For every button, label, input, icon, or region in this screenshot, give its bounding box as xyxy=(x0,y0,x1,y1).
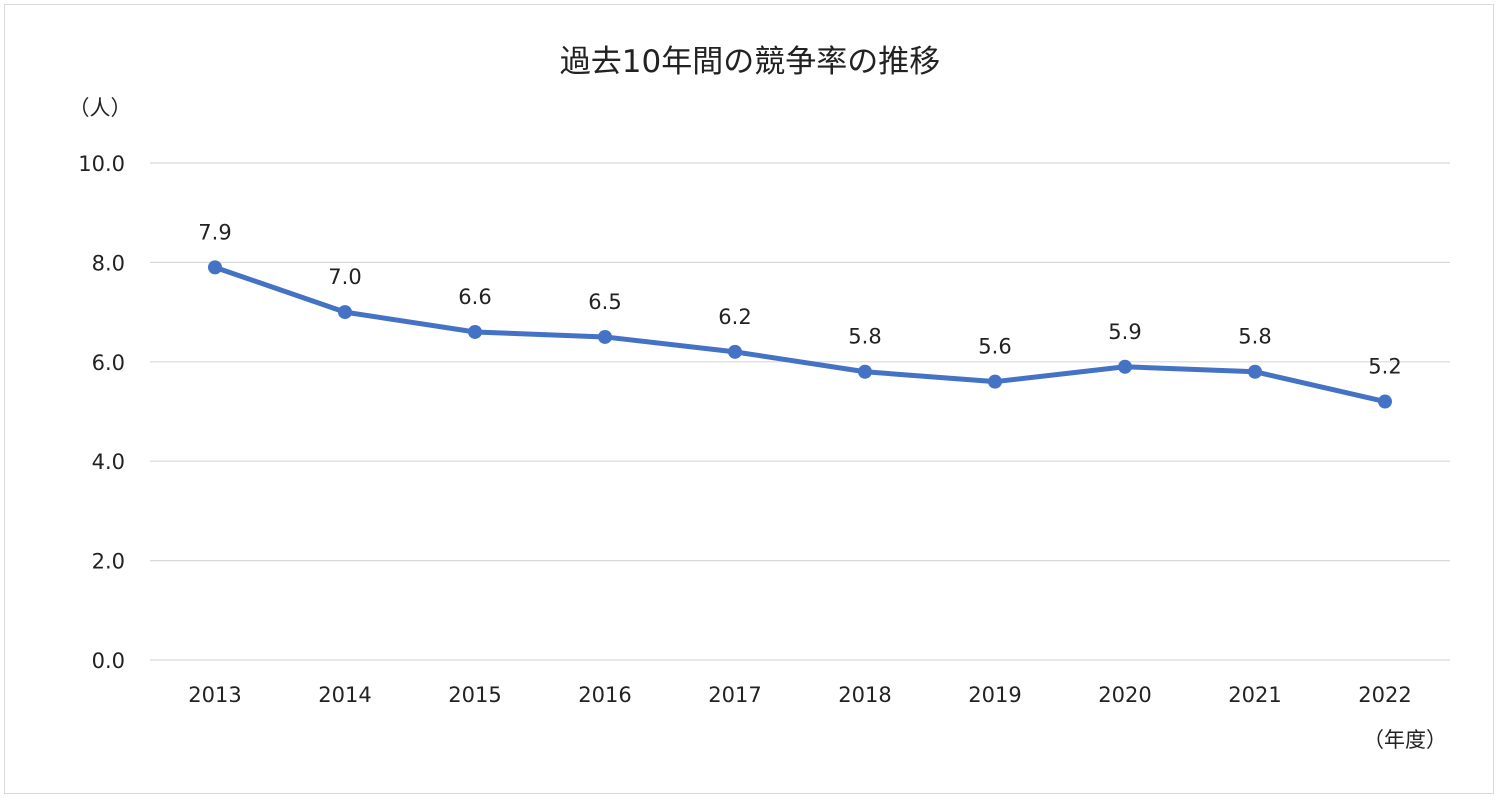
data-labels: 7.9 7.0 6.6 6.5 6.2 5.8 5.6 5.9 5.8 5.2 xyxy=(198,220,1401,378)
y-tick-label-4: 8.0 xyxy=(92,251,125,275)
data-point-2015 xyxy=(468,324,482,339)
data-label-2018: 5.8 xyxy=(848,325,881,349)
grid-lines xyxy=(150,162,1450,661)
data-label-2021: 5.8 xyxy=(1238,325,1271,349)
data-point-2016 xyxy=(598,329,612,344)
data-label-2019: 5.6 xyxy=(978,335,1011,359)
x-tick-label-2014: 2014 xyxy=(318,683,371,707)
data-point-2013 xyxy=(208,260,222,275)
data-label-2020: 5.9 xyxy=(1108,320,1141,344)
x-tick-label-2019: 2019 xyxy=(968,683,1021,707)
series-line-0 xyxy=(212,264,1388,405)
data-point-2020 xyxy=(1118,359,1132,374)
x-axis-unit-label: （年度） xyxy=(1363,728,1447,752)
series-line-group xyxy=(212,264,1388,405)
data-points xyxy=(208,260,1392,409)
x-tick-label-2020: 2020 xyxy=(1098,683,1151,707)
data-label-2016: 6.5 xyxy=(588,290,621,314)
y-tick-label-0: 0.0 xyxy=(92,649,125,673)
data-point-2021 xyxy=(1248,364,1262,379)
x-tick-label-2013: 2013 xyxy=(188,683,241,707)
data-label-2013: 7.9 xyxy=(198,220,231,244)
x-tick-label-2017: 2017 xyxy=(708,683,761,707)
x-tick-label-2018: 2018 xyxy=(838,683,891,707)
x-tick-label-2022: 2022 xyxy=(1358,683,1411,707)
y-tick-label-5: 10.0 xyxy=(78,152,125,176)
data-point-2022 xyxy=(1378,394,1392,409)
y-tick-label-3: 6.0 xyxy=(92,351,125,375)
x-tick-label-2021: 2021 xyxy=(1228,683,1281,707)
x-tick-labels: 2013 2014 2015 2016 2017 2018 2019 2020 2021 2022 xyxy=(188,683,1411,707)
y-tick-label-1: 2.0 xyxy=(92,550,125,574)
x-tick-label-2015: 2015 xyxy=(448,683,501,707)
data-point-2019 xyxy=(988,374,1002,389)
data-label-2015: 6.6 xyxy=(458,285,491,309)
data-label-2017: 6.2 xyxy=(718,305,751,329)
y-axis-unit-label: （人） xyxy=(69,96,132,120)
data-point-2017 xyxy=(728,344,742,359)
y-tick-label-2: 4.0 xyxy=(92,450,125,474)
data-label-2014: 7.0 xyxy=(328,265,361,289)
y-tick-labels: 0.0 2.0 4.0 6.0 8.0 10.0 xyxy=(78,152,125,673)
x-tick-label-2016: 2016 xyxy=(578,683,631,707)
chart-frame xyxy=(4,4,1494,794)
data-point-2014 xyxy=(338,305,352,320)
data-point-2018 xyxy=(858,364,872,379)
chart-title: 過去10年間の競争率の推移 xyxy=(560,44,940,80)
data-label-2022: 5.2 xyxy=(1368,355,1401,379)
